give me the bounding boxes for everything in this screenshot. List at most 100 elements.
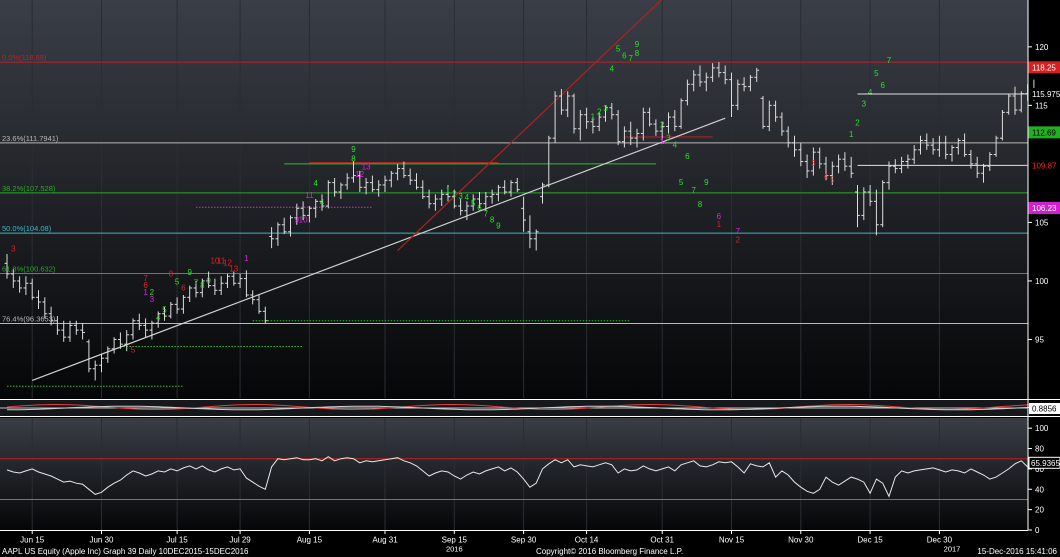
ohlc-bar	[804, 154, 810, 178]
ohlc-bar	[584, 107, 589, 129]
ohlc-bar	[48, 306, 54, 326]
td-count: 4	[673, 140, 678, 149]
rsi-y-tick-label: 60	[1035, 465, 1044, 474]
ohlc-bar	[357, 170, 363, 192]
ohlc-bar	[886, 161, 892, 190]
td-count: 8	[490, 215, 495, 224]
ohlc-bar	[92, 360, 98, 381]
ohlc-bar	[307, 206, 312, 223]
td-count: 6	[181, 283, 186, 292]
badge-text: 115.975	[1032, 90, 1060, 99]
ohlc-bar	[703, 72, 709, 92]
x-year-label: 2017	[944, 545, 961, 554]
ohlc-bar	[716, 62, 722, 78]
ohlc-bar	[10, 269, 16, 288]
td-count: 8	[635, 49, 640, 58]
x-axis: Jun 15 Jun 30 Jul 15 Jul 29 Aug 15 Aug 31 Sep …	[0, 530, 1028, 554]
fib-label: 61.8%(100.632)	[2, 265, 56, 274]
ohlc-bar	[729, 72, 734, 118]
td-count: 3	[11, 245, 16, 254]
ohlc-bar	[892, 159, 898, 174]
ohlc-bar	[943, 135, 949, 160]
ohlc-bar	[722, 65, 728, 85]
td-count: 9	[635, 40, 640, 49]
ohlc-bar	[262, 306, 268, 324]
td-count: 12	[355, 170, 364, 179]
y-tick-label: 95	[1035, 335, 1044, 344]
ohlc-bar	[779, 112, 785, 136]
ohlc-bar	[653, 119, 659, 136]
ohlc-bar	[710, 63, 715, 82]
fib-label: 23.6%(111.7941)	[2, 134, 59, 143]
rsi-y-tick-label: 20	[1035, 506, 1044, 515]
ohlc-bar	[785, 126, 791, 148]
ohlc-bar	[344, 173, 350, 190]
ohlc-bar	[420, 180, 426, 199]
ohlc-bar	[225, 273, 230, 288]
x-year-label: 2016	[446, 545, 463, 554]
badge-bg	[1028, 202, 1060, 215]
ohlc-bar	[168, 302, 174, 319]
ohlc-bar	[319, 194, 325, 211]
ohlc-bar	[313, 199, 319, 218]
td-count: 5	[131, 345, 136, 354]
td-count: 9	[496, 221, 501, 230]
ohlc-bar	[23, 276, 29, 295]
price-value-badge: 109.87	[857, 159, 1060, 172]
ohlc-bar	[798, 142, 804, 167]
trendline	[397, 0, 663, 251]
ohlc-bar	[855, 184, 860, 228]
ohlc-bar	[924, 133, 930, 150]
ohlc-bar	[905, 154, 911, 169]
ohlc-bar	[552, 91, 558, 143]
badge-text: 118.25	[1032, 63, 1056, 72]
ohlc-bar	[691, 70, 697, 92]
ohlc-bar	[766, 100, 772, 132]
footer-center: Copyright© 2016 Bloomberg Finance L.P.	[536, 547, 683, 556]
ohlc-bar	[149, 320, 155, 340]
td-count: 3	[811, 159, 816, 168]
x-tick-label: Sep 30	[511, 536, 537, 545]
ohlc-bar	[634, 128, 640, 148]
badge-text: 0.8856	[1032, 405, 1057, 414]
price-value-badge: 115.975	[857, 87, 1060, 100]
td-count: 6	[622, 52, 627, 61]
ohlc-bar	[42, 297, 48, 319]
ohlc-bar	[99, 353, 104, 373]
ohlc-bar	[1000, 110, 1005, 141]
ohlc-bar	[269, 227, 274, 249]
ohlc-bar	[489, 189, 495, 204]
td-count: 1	[660, 137, 665, 146]
badge-text: 65.9365	[1031, 459, 1060, 468]
td-count: 1	[446, 186, 451, 195]
ohlc-bar	[206, 271, 211, 288]
td-count: 3	[603, 104, 608, 113]
ohlc-bar	[86, 339, 92, 373]
price-value-badge: 106.23	[1028, 202, 1060, 215]
ohlc-bar	[867, 184, 873, 207]
ohlc-bar	[981, 163, 986, 183]
td-count: 6	[477, 204, 482, 213]
footer-left: AAPL US Equity (Apple Inc) Graph 39 Dail…	[2, 547, 249, 556]
badge-text: 112.69	[1032, 128, 1056, 137]
td-count: 1	[143, 288, 148, 297]
ohlc-bar	[546, 135, 552, 188]
ohlc-bar	[143, 318, 148, 338]
badge-text: 106.23	[1032, 204, 1057, 213]
ohlc-bar	[426, 189, 432, 209]
td-count: 13	[362, 163, 371, 172]
td-count: 6	[880, 81, 885, 90]
td-count: 7	[691, 186, 696, 195]
candles	[4, 62, 1037, 381]
td-count: 7	[887, 56, 892, 65]
ohlc-bar	[187, 285, 193, 303]
fib-label: 50.0%(104.08)	[2, 224, 52, 233]
ohlc-bar	[250, 290, 256, 305]
badge-text: 109.87	[1032, 161, 1057, 170]
td-count: 2	[452, 190, 457, 199]
td-count: 4	[465, 193, 470, 202]
td-count: 2	[150, 288, 155, 297]
x-tick-label: Sep 15	[442, 536, 468, 545]
ohlc-bar	[521, 196, 526, 232]
